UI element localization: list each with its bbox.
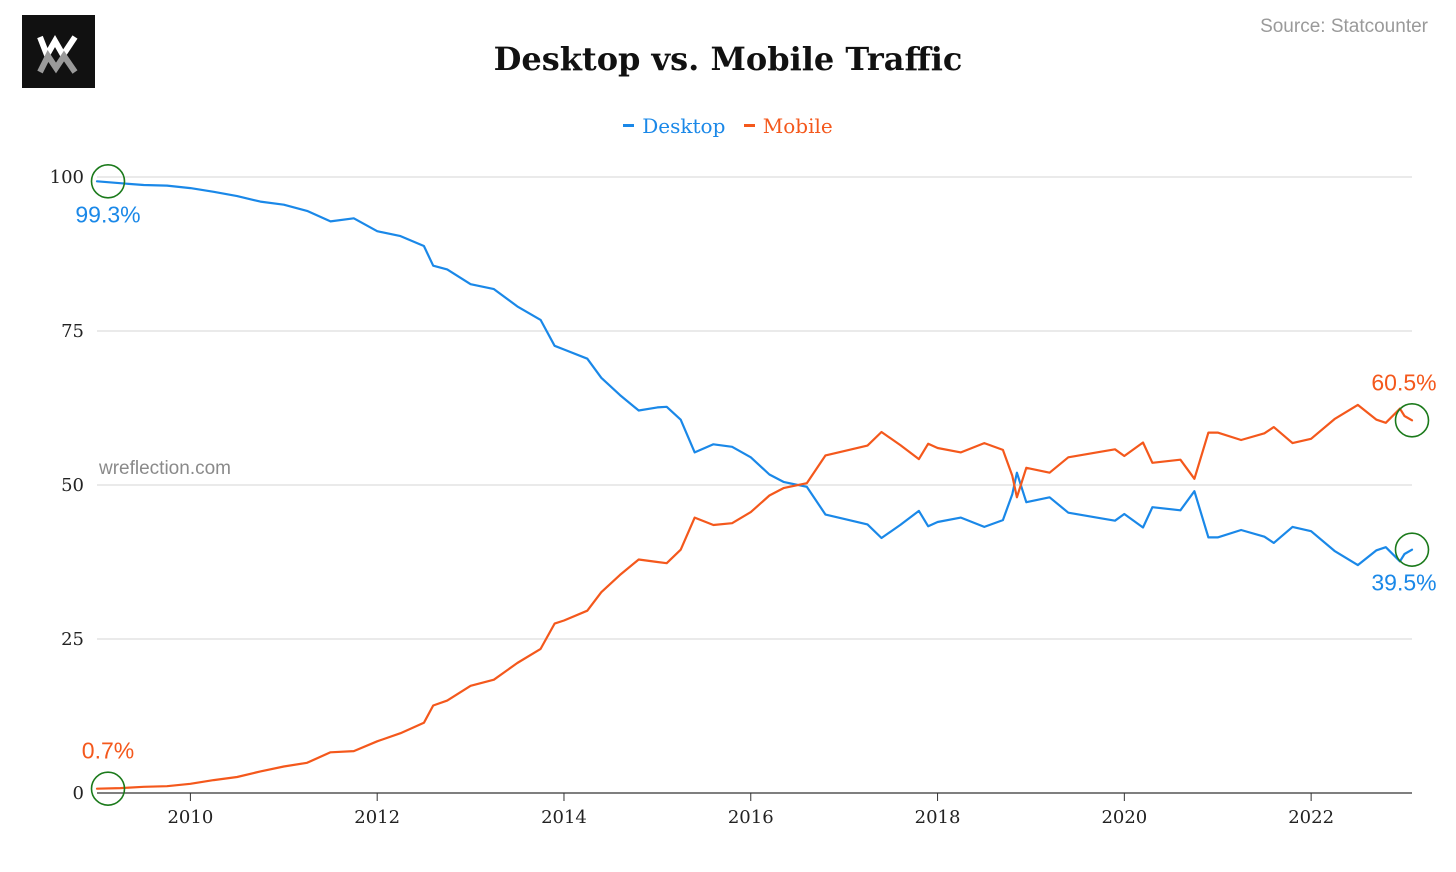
chart-title: Desktop vs. Mobile Traffic xyxy=(493,40,963,78)
legend-label-mobile: Mobile xyxy=(762,113,833,138)
y-tick-label: 25 xyxy=(61,629,84,650)
x-tick-label: 2012 xyxy=(354,807,400,828)
annotation-markers: 99.3% 0.7% 60.5% 39.5% xyxy=(75,164,1437,806)
x-tick-label: 2016 xyxy=(728,807,774,828)
y-tick-label: 100 xyxy=(50,167,84,188)
callout-label: 39.5% xyxy=(1371,570,1436,596)
highlight-circle xyxy=(90,164,126,199)
x-tick-label: 2018 xyxy=(915,807,961,828)
legend-swatch-mobile xyxy=(743,124,755,127)
x-tick-label: 2014 xyxy=(541,807,587,828)
callout-label: 0.7% xyxy=(82,738,134,764)
legend-swatch-desktop xyxy=(623,124,635,127)
legend-item-mobile[interactable]: Mobile xyxy=(743,113,833,138)
legend-label-desktop: Desktop xyxy=(642,113,726,138)
y-tick-label: 75 xyxy=(61,321,84,342)
callout-label: 60.5% xyxy=(1371,369,1436,395)
x-tick-label: 2020 xyxy=(1101,807,1147,828)
x-tick-label: 2010 xyxy=(167,807,213,828)
highlight-circle xyxy=(90,771,126,806)
grid-lines xyxy=(97,176,1412,794)
logo-mark-icon xyxy=(37,34,78,74)
y-tick-label: 0 xyxy=(73,783,84,804)
x-axis-ticks: 2010 2012 2014 2016 2018 2020 2022 xyxy=(167,793,1334,828)
series-line-desktop xyxy=(95,180,1414,567)
y-axis-ticks: 0 25 50 75 100 xyxy=(50,167,84,804)
legend-item-desktop[interactable]: Desktop xyxy=(623,114,725,138)
x-tick-label: 2022 xyxy=(1288,807,1334,828)
legend[interactable]: Desktop Mobile xyxy=(0,108,1456,138)
callout-label: 99.3% xyxy=(75,201,140,227)
source-label: Source: Statcounter xyxy=(1260,16,1428,37)
logo xyxy=(22,15,95,88)
watermark: wreflection.com xyxy=(99,458,231,479)
highlight-circle xyxy=(1394,403,1430,438)
highlight-circle xyxy=(1394,532,1430,567)
y-tick-label: 50 xyxy=(61,475,84,496)
series-line-mobile xyxy=(95,403,1414,790)
series-lines xyxy=(95,180,1414,790)
